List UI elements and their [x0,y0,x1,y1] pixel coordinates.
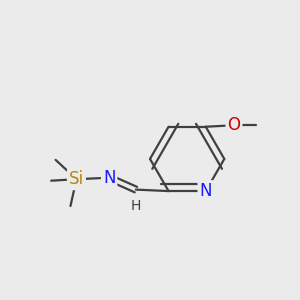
Text: N: N [103,169,116,187]
Text: N: N [200,182,212,200]
Text: O: O [227,116,241,134]
Text: H: H [131,199,141,213]
Text: Si: Si [69,170,84,188]
